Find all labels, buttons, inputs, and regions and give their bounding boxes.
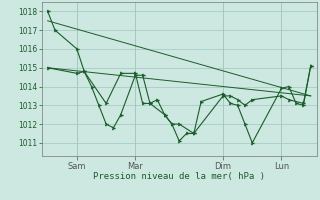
X-axis label: Pression niveau de la mer( hPa ): Pression niveau de la mer( hPa ) [93, 172, 265, 181]
